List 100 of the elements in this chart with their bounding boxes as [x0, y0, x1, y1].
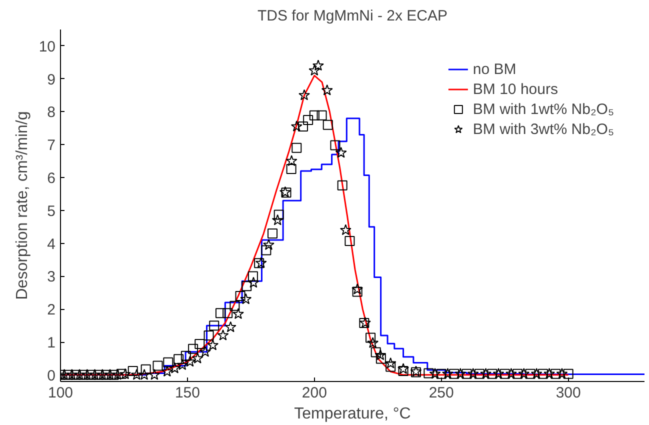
point: [268, 228, 278, 238]
point: [248, 271, 258, 282]
point: [130, 368, 142, 380]
point: [335, 146, 347, 158]
point: [286, 164, 296, 174]
point: [512, 368, 523, 379]
point: [398, 363, 410, 374]
y-tick-label: 8: [47, 104, 56, 122]
point: [232, 308, 244, 320]
point: [292, 142, 302, 153]
point: [424, 368, 434, 378]
point: [184, 356, 196, 367]
point: [366, 332, 376, 343]
legend-label: no BM: [472, 60, 516, 78]
point: [78, 370, 88, 380]
y-tick-label: 3: [47, 268, 56, 286]
point: [322, 120, 333, 130]
point: [286, 155, 298, 166]
point: [563, 368, 574, 379]
point: [550, 368, 561, 379]
point: [138, 368, 150, 380]
point: [108, 370, 119, 380]
point: [376, 354, 386, 364]
point: [200, 346, 211, 357]
point: [74, 368, 86, 380]
point: [374, 349, 386, 360]
point: [274, 210, 284, 220]
point: [525, 368, 536, 379]
point: [487, 368, 498, 379]
point: [370, 347, 381, 358]
point: [556, 368, 568, 379]
point: [384, 357, 396, 368]
point: [398, 366, 408, 376]
point: [429, 368, 441, 379]
point: [207, 339, 219, 350]
point: [298, 89, 310, 100]
point: [204, 330, 214, 340]
x-tick-label: 150: [174, 384, 200, 402]
x-tick-label: 250: [428, 384, 454, 402]
point: [530, 368, 542, 379]
point: [462, 368, 472, 379]
point: [290, 120, 302, 132]
point: [261, 245, 272, 256]
point: [518, 368, 530, 379]
point: [454, 368, 466, 379]
y-tick-label: 7: [47, 137, 56, 154]
point: [176, 359, 188, 370]
point: [161, 366, 173, 377]
point: [96, 368, 108, 380]
point: [70, 370, 81, 380]
point: [194, 338, 205, 349]
point: [449, 368, 460, 379]
point: [337, 180, 348, 190]
point: [104, 368, 116, 380]
point: [240, 293, 252, 304]
y-axis-title: Desorption rate, cm³/min/g: [14, 111, 31, 300]
x-axis-title: Temperature, °C: [294, 406, 411, 422]
point: [303, 114, 314, 125]
point: [116, 368, 126, 379]
point: [344, 236, 355, 246]
point: [544, 368, 556, 379]
point: [492, 368, 504, 379]
x-tick-label: 100: [48, 384, 74, 402]
point: [174, 354, 184, 364]
point: [169, 362, 180, 374]
point: [480, 368, 492, 379]
legend-label: BM with 3wt% Nb₂O₅: [472, 120, 614, 138]
point: [152, 360, 163, 371]
point: [86, 370, 96, 380]
point: [309, 110, 320, 120]
point: [224, 321, 236, 332]
point: [340, 224, 352, 236]
point: [140, 364, 151, 374]
y-tick-label: 0: [47, 367, 56, 384]
point: [230, 300, 240, 311]
point: [386, 362, 396, 372]
point: [316, 110, 327, 120]
y-tick-label: 6: [47, 170, 56, 188]
legend-label: BM 10 hours: [472, 80, 558, 98]
x-tick-label: 200: [302, 384, 327, 402]
point: [367, 337, 379, 348]
point: [148, 368, 160, 380]
point: [120, 368, 131, 380]
point: [352, 286, 362, 297]
point: [209, 320, 220, 331]
point: [215, 308, 226, 318]
point: [235, 290, 246, 301]
y-tick-label: 2: [47, 302, 56, 319]
point: [81, 368, 93, 380]
point: [89, 368, 101, 380]
point: [500, 368, 510, 379]
point: [254, 258, 264, 268]
y-tick-label: 9: [47, 71, 56, 88]
point: [128, 366, 138, 376]
point: [248, 276, 260, 288]
point: [467, 368, 479, 379]
point: [63, 370, 74, 380]
point: [222, 308, 233, 318]
point: [352, 283, 364, 294]
point: [163, 357, 174, 368]
